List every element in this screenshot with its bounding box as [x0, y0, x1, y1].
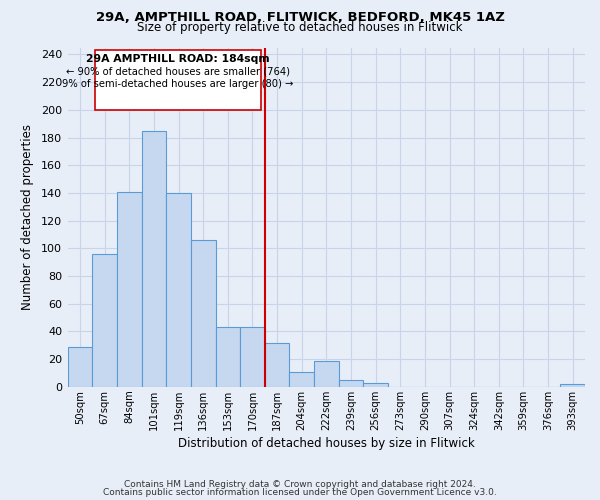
Bar: [314, 360, 338, 387]
Bar: [142, 130, 166, 387]
Bar: [215, 328, 240, 387]
Y-axis label: Number of detached properties: Number of detached properties: [21, 124, 34, 310]
Bar: [265, 342, 289, 387]
Bar: [338, 380, 364, 387]
Bar: [95, 50, 261, 110]
Text: ← 90% of detached houses are smaller (764): ← 90% of detached houses are smaller (76…: [66, 67, 290, 77]
X-axis label: Distribution of detached houses by size in Flitwick: Distribution of detached houses by size …: [178, 437, 475, 450]
Text: 9% of semi-detached houses are larger (80) →: 9% of semi-detached houses are larger (8…: [62, 80, 293, 90]
Bar: [240, 328, 265, 387]
Bar: [560, 384, 585, 387]
Bar: [166, 193, 191, 387]
Bar: [92, 254, 117, 387]
Bar: [191, 240, 215, 387]
Text: Contains public sector information licensed under the Open Government Licence v3: Contains public sector information licen…: [103, 488, 497, 497]
Text: 29A, AMPTHILL ROAD, FLITWICK, BEDFORD, MK45 1AZ: 29A, AMPTHILL ROAD, FLITWICK, BEDFORD, M…: [95, 11, 505, 24]
Bar: [117, 192, 142, 387]
Bar: [364, 382, 388, 387]
Bar: [289, 372, 314, 387]
Text: Contains HM Land Registry data © Crown copyright and database right 2024.: Contains HM Land Registry data © Crown c…: [124, 480, 476, 489]
Text: Size of property relative to detached houses in Flitwick: Size of property relative to detached ho…: [137, 21, 463, 34]
Bar: [68, 346, 92, 387]
Text: 29A AMPTHILL ROAD: 184sqm: 29A AMPTHILL ROAD: 184sqm: [86, 54, 270, 64]
